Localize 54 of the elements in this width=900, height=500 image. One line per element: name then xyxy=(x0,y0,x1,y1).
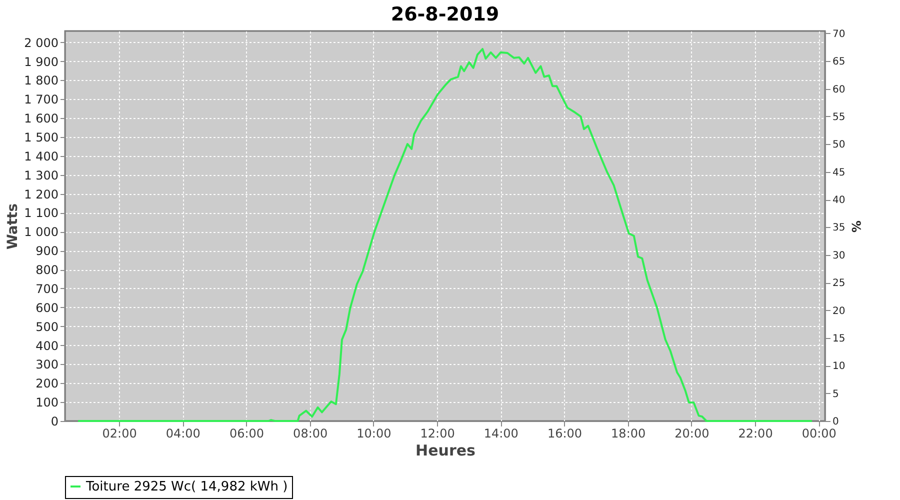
y-tick-label: 100 xyxy=(36,396,58,410)
y2-tick-label: 25 xyxy=(832,278,846,290)
y-tick-label: 300 xyxy=(36,358,58,372)
x-tick-label: 10:00 xyxy=(356,426,392,440)
y-tick-label: 1 100 xyxy=(24,206,58,220)
y-tick-label: 1 500 xyxy=(24,130,58,145)
x-tick-label: 18:00 xyxy=(611,426,646,440)
y2-tick-label: 10 xyxy=(832,361,846,372)
x-tick-label: 04:00 xyxy=(166,426,200,440)
y-axis-title: Watts xyxy=(5,203,22,250)
y2-tick-label: 50 xyxy=(832,140,846,151)
y2-axis-title: % xyxy=(849,220,864,233)
y2-tick-label: 65 xyxy=(832,56,846,68)
y2-tick-label: 5 xyxy=(832,388,839,400)
legend-label: Toiture 2925 Wc( 14,982 kWh ) xyxy=(85,480,288,494)
x-tick-label: 22:00 xyxy=(738,426,773,440)
y-tick-label: 1 400 xyxy=(24,149,58,164)
x-tick-label: 08:00 xyxy=(293,426,328,440)
x-tick-label: 20:00 xyxy=(674,426,710,440)
y-tick-label: 900 xyxy=(36,244,58,258)
y-tick-label: 1 300 xyxy=(24,168,58,182)
x-tick-label: 16:00 xyxy=(547,426,582,440)
y-tick-label: 0 xyxy=(50,414,58,428)
x-axis-title: Heures xyxy=(416,442,476,460)
y-tick-label: 400 xyxy=(36,338,58,353)
y-tick-label: 1 800 xyxy=(24,74,58,88)
y2-tick-label: 0 xyxy=(832,416,839,428)
y-tick-label: 1 900 xyxy=(24,54,58,69)
x-tick-label: 06:00 xyxy=(229,426,264,440)
y-tick-label: 200 xyxy=(36,376,58,391)
y2-tick-label: 70 xyxy=(832,28,846,40)
y-tick-label: 1 600 xyxy=(24,112,58,126)
x-tick-label: 14:00 xyxy=(484,426,518,440)
y2-tick-label: 45 xyxy=(832,167,846,178)
y-tick-label: 600 xyxy=(36,300,58,315)
y2-tick-label: 35 xyxy=(832,222,846,234)
y2-tick-label: 30 xyxy=(832,250,846,262)
y-tick-label: 1 700 xyxy=(24,92,58,107)
y2-tick-label: 20 xyxy=(832,306,846,317)
x-tick-label: 00:00 xyxy=(802,426,836,440)
y-tick-label: 1 200 xyxy=(24,187,58,202)
y2-tick-label: 55 xyxy=(832,112,846,123)
y-tick-label: 800 xyxy=(36,263,58,278)
x-tick-label: 12:00 xyxy=(420,426,455,440)
y-tick-label: 1 000 xyxy=(24,225,58,240)
y-tick-label: 700 xyxy=(36,282,58,296)
y-tick-label: 500 xyxy=(36,320,58,334)
y2-tick-label: 40 xyxy=(832,195,846,206)
x-tick-label: 02:00 xyxy=(102,426,137,440)
y-tick-label: 2 000 xyxy=(24,36,58,50)
chart-title: 26-8-2019 xyxy=(390,3,500,26)
line-series xyxy=(77,48,813,422)
y2-tick-label: 60 xyxy=(832,84,846,96)
y2-tick-label: 15 xyxy=(832,333,846,344)
